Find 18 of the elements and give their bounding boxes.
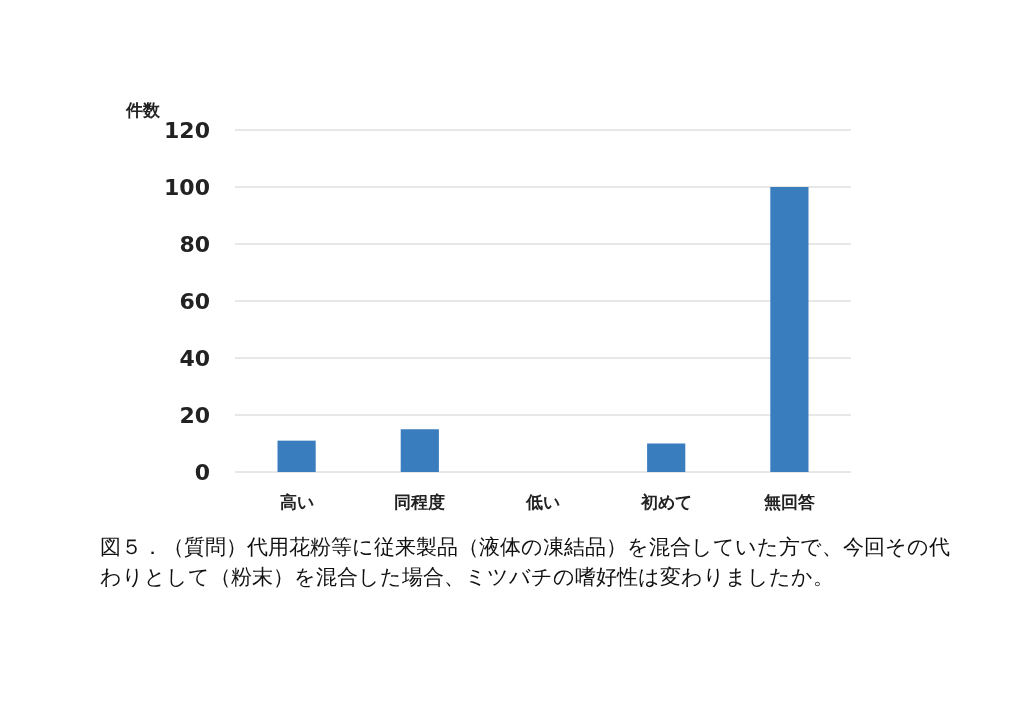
y-tick-label: 100 [164, 175, 210, 200]
x-tick-label: 無回答 [762, 492, 815, 512]
y-tick-label: 80 [179, 232, 210, 257]
x-tick-label: 同程度 [394, 492, 446, 512]
y-tick-label: 0 [194, 460, 210, 485]
x-tick-label: 高い [279, 492, 314, 512]
y-tick-label: 40 [179, 346, 210, 371]
bar [400, 429, 439, 472]
y-tick-label: 20 [179, 403, 210, 428]
y-axis-title: 件数 [125, 100, 161, 120]
caption: 図５．（質問）代用花粉等に従来製品（液体の凍結品）を混合していた方で、今回その代わりとして（粉末）を混合した場合、ミツバチの嗜好性は変わりましたか。 [100, 534, 950, 591]
bar [647, 443, 686, 472]
x-tick-label: 低い [525, 492, 560, 512]
x-tick-label: 初めて [639, 492, 692, 512]
y-tick-label: 120 [164, 118, 210, 143]
bar [277, 440, 316, 472]
bar [770, 187, 809, 472]
y-tick-label: 60 [179, 289, 210, 314]
